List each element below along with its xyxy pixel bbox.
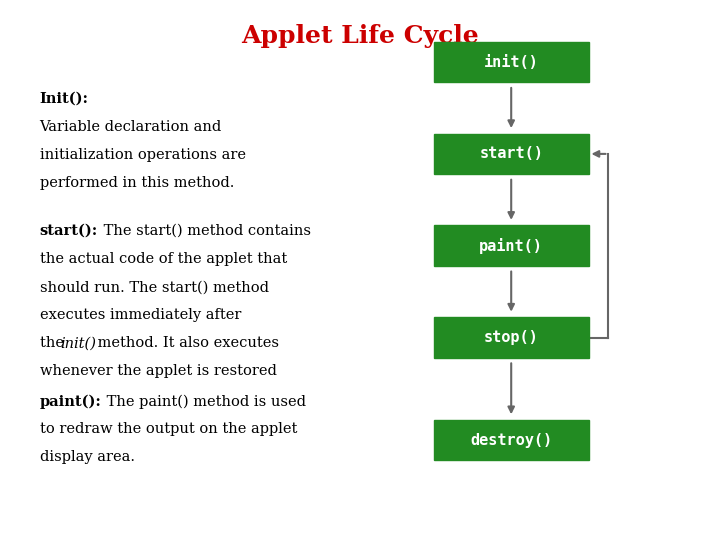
- Text: whenever the applet is restored: whenever the applet is restored: [40, 364, 276, 379]
- Text: display area.: display area.: [40, 450, 135, 464]
- Text: Applet Life Cycle: Applet Life Cycle: [241, 24, 479, 48]
- Text: start():: start():: [40, 224, 98, 238]
- Bar: [433, 133, 588, 174]
- Text: initialization operations are: initialization operations are: [40, 148, 246, 162]
- Text: to redraw the output on the applet: to redraw the output on the applet: [40, 422, 297, 436]
- Text: performed in this method.: performed in this method.: [40, 176, 234, 190]
- Text: The paint() method is used: The paint() method is used: [102, 394, 306, 409]
- Text: paint():: paint():: [40, 394, 102, 409]
- Text: The start() method contains: The start() method contains: [99, 224, 311, 238]
- Bar: [433, 420, 588, 460]
- Text: stop(): stop(): [484, 330, 539, 345]
- Text: Init():: Init():: [40, 92, 89, 106]
- Text: paint(): paint(): [480, 238, 543, 254]
- Bar: [433, 42, 588, 82]
- Text: start(): start(): [480, 146, 543, 161]
- Text: should run. The start() method: should run. The start() method: [40, 280, 269, 294]
- Text: destroy(): destroy(): [470, 433, 552, 448]
- Text: method. It also executes: method. It also executes: [93, 336, 279, 350]
- Bar: [433, 317, 588, 357]
- Text: init(): init(): [484, 55, 539, 70]
- Text: the: the: [40, 336, 68, 350]
- Text: init(): init(): [60, 336, 96, 350]
- Text: the actual code of the applet that: the actual code of the applet that: [40, 252, 287, 266]
- Text: Variable declaration and: Variable declaration and: [40, 120, 222, 134]
- Text: executes immediately after: executes immediately after: [40, 308, 241, 322]
- Bar: [433, 226, 588, 266]
